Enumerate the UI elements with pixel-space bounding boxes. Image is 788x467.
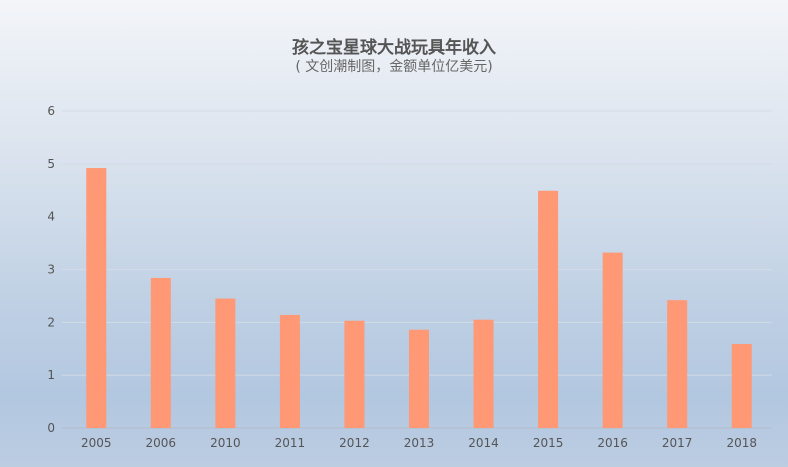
y-tick-label: 0	[47, 421, 55, 435]
bar	[538, 190, 559, 428]
bar	[279, 314, 300, 428]
y-tick-label: 3	[47, 263, 55, 277]
x-tick-label: 2010	[210, 436, 241, 450]
x-tick-label: 2015	[533, 436, 564, 450]
chart-subtitle: ( 文创潮制图，金额单位亿美元)	[295, 59, 493, 75]
bar	[473, 319, 494, 428]
y-tick-label: 5	[47, 157, 55, 171]
x-tick-label: 2017	[662, 436, 693, 450]
chart-title: 孩之宝星球大战玩具年收入	[292, 38, 496, 58]
x-tick-label: 2006	[146, 436, 177, 450]
bar	[150, 277, 171, 428]
x-tick-label: 2018	[726, 436, 757, 450]
bar	[602, 252, 623, 428]
x-tick-label: 2014	[468, 436, 499, 450]
y-tick-label: 6	[47, 104, 55, 118]
y-tick-label: 2	[47, 315, 55, 329]
bar	[409, 329, 429, 428]
x-tick-label: 2011	[275, 436, 306, 450]
x-tick-label: 2012	[339, 436, 370, 450]
bar	[667, 300, 688, 428]
bar	[215, 298, 236, 428]
bar	[86, 168, 107, 428]
y-tick-label: 1	[47, 368, 55, 382]
bar	[731, 343, 752, 428]
x-tick-label: 2005	[81, 436, 112, 450]
y-tick-label: 4	[47, 210, 55, 224]
bar	[344, 320, 365, 428]
x-tick-label: 2016	[597, 436, 628, 450]
x-tick-label: 2013	[404, 436, 435, 450]
